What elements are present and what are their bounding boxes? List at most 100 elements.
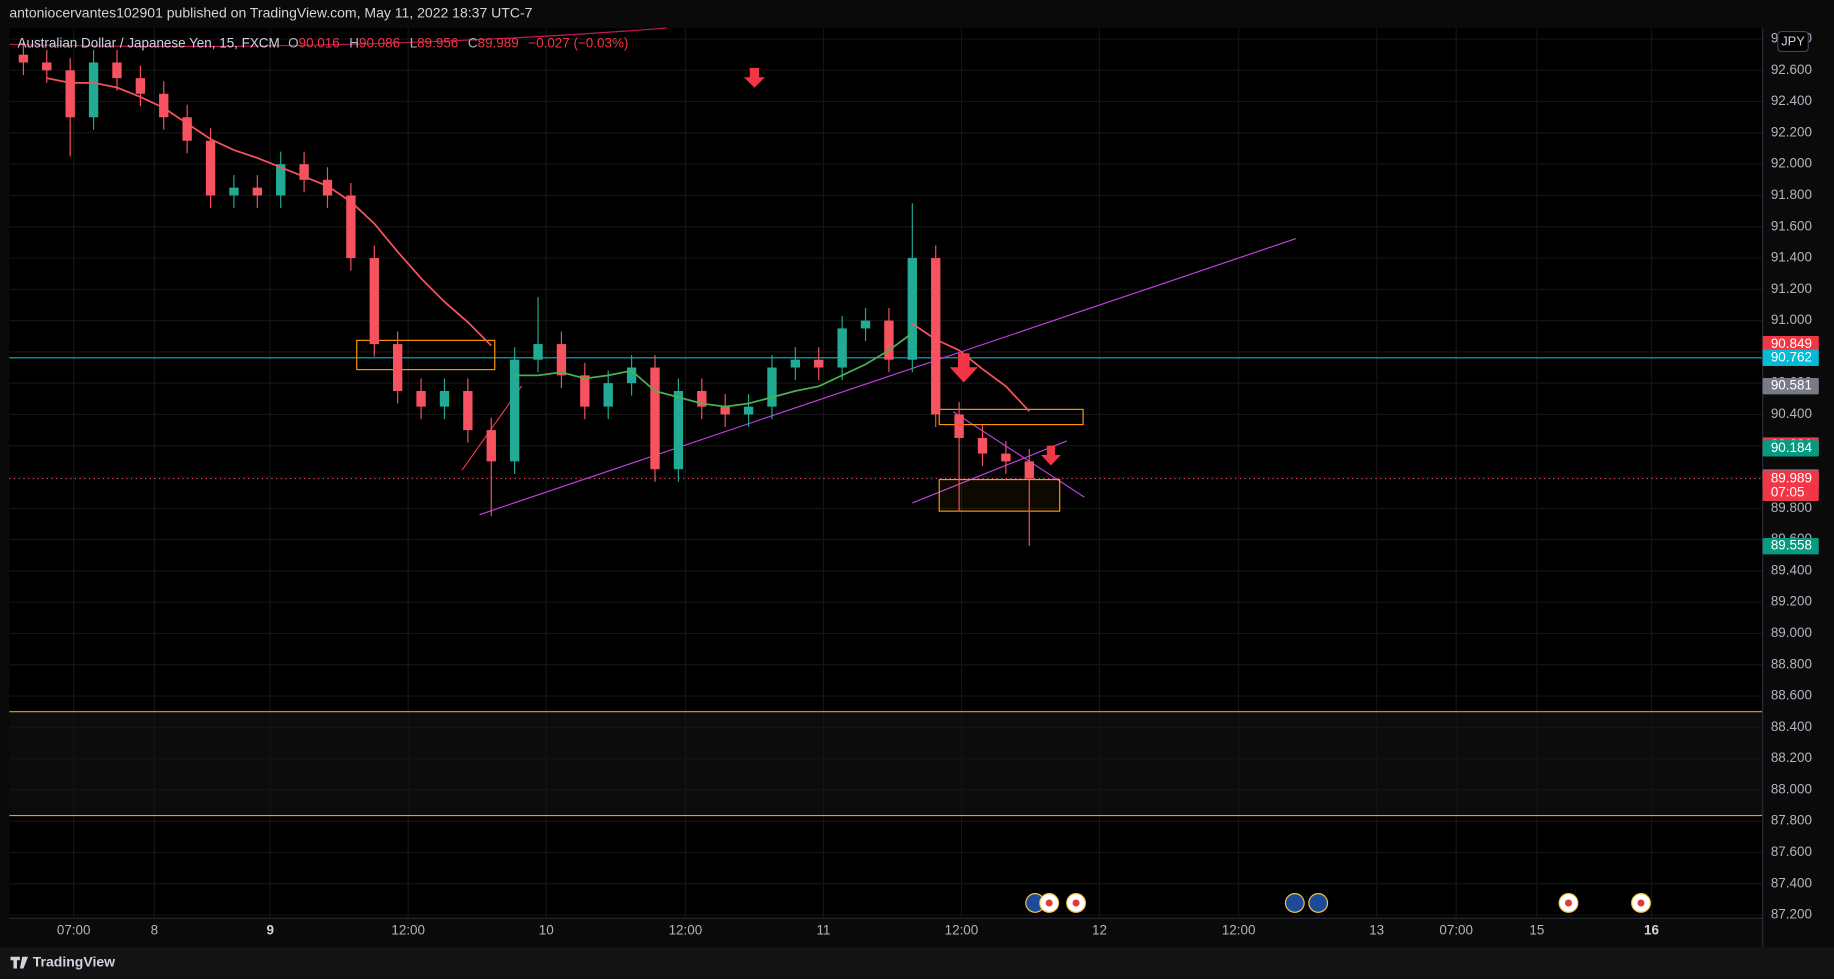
- candle-body: [977, 437, 988, 454]
- candle-body: [229, 187, 239, 196]
- candle-body: [603, 383, 613, 407]
- x-tick-label: 12:00: [1222, 923, 1256, 938]
- candle-body: [276, 164, 286, 196]
- legend-value: 90.016: [299, 35, 340, 50]
- x-tick-label: 12:00: [945, 923, 979, 938]
- legend-value: 90.086: [359, 35, 400, 50]
- candle-body: [860, 320, 871, 329]
- candle-body: [1024, 461, 1034, 479]
- y-tick-label: 89.200: [1771, 594, 1812, 609]
- candle-body: [205, 140, 216, 196]
- candles: [18, 42, 1034, 546]
- legend-key: O: [288, 35, 298, 50]
- legend-change: −0.027 (−0.03%): [528, 35, 628, 50]
- price-tag: [1762, 377, 1819, 395]
- candle-body: [18, 54, 29, 63]
- y-tick-label: 92.000: [1771, 156, 1812, 171]
- trendline: [479, 238, 1297, 516]
- symbol: Australian Dollar / Japanese Yen, 15, FX…: [18, 35, 280, 50]
- candle-body: [907, 258, 917, 360]
- y-tick-label: 92.400: [1771, 93, 1812, 108]
- moving-average: [911, 323, 1030, 412]
- y-tick-label: 87.600: [1771, 844, 1812, 859]
- price-axis: 87.200 87.400 87.600 87.800 88.000 88.200 88.4…: [1771, 31, 1812, 922]
- price-tags: 90.84990.76290.58190.20190.18489.99789.9…: [1762, 336, 1819, 555]
- zone-box: [938, 478, 1061, 512]
- y-tick-label: 92.200: [1771, 124, 1812, 139]
- x-tick-label: 07:00: [1439, 923, 1473, 938]
- candle-body: [837, 328, 847, 368]
- y-tick-label: 89.000: [1771, 625, 1812, 640]
- y-tick-label: 89.400: [1771, 562, 1812, 577]
- currency-button[interactable]: [1777, 30, 1809, 53]
- event-icon[interactable]: [1284, 893, 1305, 913]
- x-tick-label: 12: [1092, 923, 1107, 938]
- event-icon[interactable]: [1308, 893, 1329, 913]
- trendline: [952, 411, 1085, 498]
- y-tick-label: 91.200: [1771, 281, 1812, 296]
- x-tick-label: 11: [816, 923, 830, 938]
- candle-body: [1001, 453, 1011, 462]
- zone-box: [938, 408, 1084, 426]
- candle-body: [790, 359, 801, 368]
- price-tag: [1762, 336, 1819, 353]
- candle-body: [767, 367, 777, 407]
- candle-body: [697, 390, 707, 407]
- currency-label: JPY: [1781, 34, 1805, 49]
- legend-key: C: [468, 35, 478, 50]
- moving-average: [514, 332, 913, 408]
- legend-value: 89.989: [478, 35, 519, 50]
- legend-key: H: [349, 35, 359, 50]
- zone-band: [9, 711, 1763, 816]
- candle-body: [463, 390, 473, 431]
- arrows: [743, 67, 1061, 466]
- candle-body: [556, 344, 567, 376]
- price-tag-label: 90.184: [1771, 440, 1813, 455]
- legend-key: L: [410, 35, 418, 50]
- x-tick-label: 13: [1369, 923, 1384, 938]
- price-tag-label: 89.989: [1771, 470, 1812, 485]
- down-arrow: [949, 353, 978, 383]
- y-tick-label: 88.400: [1771, 719, 1812, 734]
- candle-body: [743, 406, 754, 415]
- candle-body: [884, 320, 894, 360]
- y-tick-label: 91.000: [1771, 312, 1812, 327]
- candle-body: [112, 62, 122, 79]
- candle-body: [580, 375, 590, 407]
- price-tag-countdown: 07:05: [1771, 484, 1805, 499]
- candle-body: [673, 390, 684, 470]
- x-tick-label: 12:00: [391, 923, 425, 938]
- trendline: [912, 440, 1067, 504]
- candle-body: [346, 195, 356, 259]
- y-tick-label: 91.400: [1771, 250, 1812, 265]
- x-tick-label: 8: [151, 923, 158, 938]
- footer-brand[interactable]: TradingView: [33, 953, 115, 969]
- curve: [9, 27, 667, 48]
- x-tick-label: 12:00: [669, 923, 703, 938]
- grid: [9, 28, 1763, 919]
- candle-body: [88, 62, 99, 118]
- moving-averages: [46, 77, 1030, 412]
- candle-body: [416, 390, 426, 407]
- candle-body: [814, 359, 824, 368]
- y-tick-label: 87.400: [1771, 875, 1812, 890]
- time-axis: 07:00 8 9 12:00 10 12:00 11 12:00 12 12:00 13 07:00…: [57, 923, 1659, 938]
- price-tag: [1762, 470, 1819, 501]
- price-tag: [1762, 537, 1819, 555]
- y-tick-label: 90.400: [1771, 406, 1812, 421]
- price-tag-label: 89.558: [1771, 538, 1812, 553]
- x-tick-label: 16: [1644, 923, 1659, 938]
- candle-body: [135, 78, 146, 94]
- x-tick-label: 9: [266, 923, 273, 938]
- zone-box: [356, 339, 496, 371]
- legend-value: 89.956: [417, 35, 458, 50]
- price-tag: [1762, 349, 1819, 367]
- x-tick-label: 15: [1529, 923, 1544, 938]
- moving-average: [46, 77, 492, 347]
- candle-body: [322, 179, 333, 196]
- x-tick-label: 07:00: [57, 923, 91, 938]
- candle-body: [931, 258, 941, 415]
- candle-body: [65, 70, 75, 118]
- candle-body: [369, 258, 379, 345]
- price-tag: [1762, 440, 1819, 457]
